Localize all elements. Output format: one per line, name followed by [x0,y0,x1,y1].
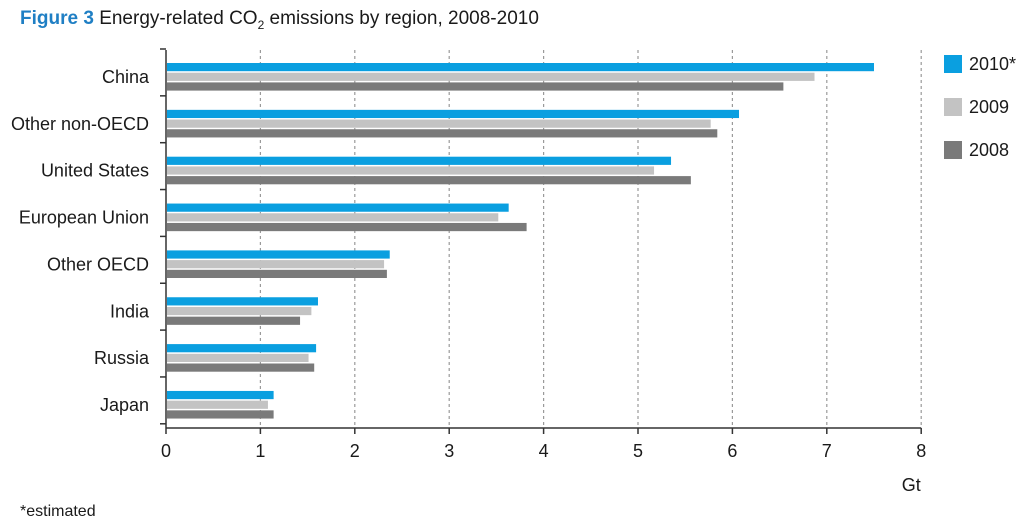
bar-2008 [167,176,691,185]
title-text-end: emissions by region, 2008-2010 [264,8,539,29]
category-label: Japan [100,395,149,415]
bar-2009 [167,72,815,81]
x-tick-label: 1 [255,441,265,461]
category-label: United States [41,161,149,181]
x-tick-label: 3 [444,441,454,461]
legend-swatch-2008 [944,141,962,159]
bar-2009 [167,260,385,269]
legend-swatch-2010 [944,55,962,73]
x-tick-label: 8 [916,441,926,461]
x-tick-label: 6 [727,441,737,461]
category-label: China [102,67,150,87]
figure-label: Figure 3 [20,8,94,29]
category-label: Other OECD [47,254,149,274]
x-tick-label: 5 [633,441,643,461]
category-label: Other non-OECD [11,114,149,134]
legend-label-2010: 2010* [969,54,1016,74]
bar-2008 [167,222,527,232]
bar-2009 [167,306,312,316]
x-axis-label: Gt [902,475,921,495]
bar-2008 [167,82,784,91]
title-text: Energy-related CO [99,8,258,29]
legend-swatch-2009 [944,98,962,116]
x-tick-label: 7 [822,441,832,461]
bar-2008 [167,363,315,372]
bar-2008 [167,269,387,278]
category-label: European Union [19,208,149,228]
bar-chart: 0 1 2 3 4 5 6 7 8 Gt China Other non-OECD United Sta… [11,48,1016,495]
bar-2009 [167,119,711,128]
bar-2010 [167,63,874,72]
bar-2010 [167,156,672,165]
bar-2009 [167,166,655,175]
bar-2010 [167,344,317,353]
bar-2008 [167,129,718,138]
bar-2010 [167,250,390,259]
bar-2009 [167,400,268,409]
footnote: *estimated [20,503,96,520]
category-label: Russia [94,348,150,368]
bar-2009 [167,353,309,362]
title-subscript: 2 [257,17,265,32]
legend-label-2008: 2008 [969,140,1009,160]
x-tick-label: 0 [161,441,171,461]
bar-2010 [167,297,318,306]
x-tick-label: 2 [350,441,360,461]
bar-2008 [167,410,274,419]
bar-2008 [167,316,301,325]
chart-title: Figure 3 Energy-related CO2 emissions by… [20,8,539,32]
bar-2009 [167,213,499,222]
category-label: India [110,301,150,321]
bar-2010 [167,203,509,212]
x-tick-label: 4 [539,441,549,461]
legend-label-2009: 2009 [969,97,1009,117]
bar-2010 [167,109,740,119]
bar-2010 [167,390,274,400]
